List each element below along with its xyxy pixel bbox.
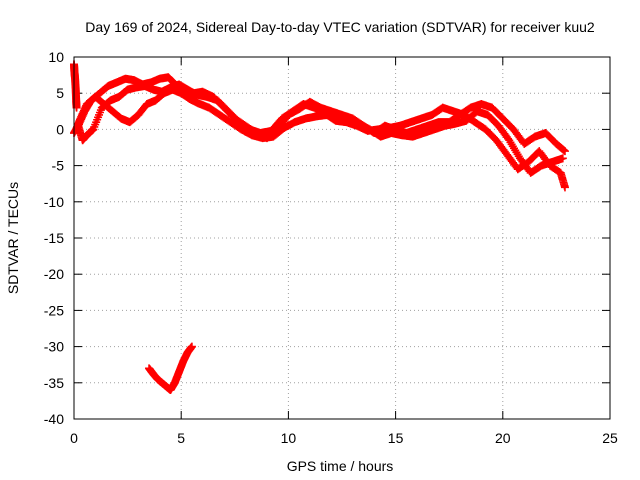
y-tick-label: -10 (44, 194, 64, 210)
data-point (187, 342, 196, 351)
y-tick-label: 0 (56, 121, 64, 137)
y-tick-label: -15 (44, 230, 64, 246)
y-tick-label: -40 (44, 411, 64, 427)
x-tick-label: 15 (388, 430, 404, 446)
chart-title: Day 169 of 2024, Sidereal Day-to-day VTE… (85, 19, 595, 35)
x-tick-label: 10 (281, 430, 297, 446)
series-outlier-segment (145, 342, 196, 395)
y-tick-label: -30 (44, 339, 64, 355)
x-tick-label: 5 (177, 430, 185, 446)
x-tick-label: 20 (495, 430, 511, 446)
series-band-c (74, 80, 569, 192)
data-point (560, 147, 569, 156)
y-tick-label: 10 (48, 49, 64, 65)
data-point (558, 154, 567, 163)
plot-frame (73, 56, 611, 420)
series-spike-start (70, 60, 81, 112)
data-point (560, 183, 569, 192)
y-tick-label: -35 (44, 375, 64, 391)
data-points (70, 60, 569, 395)
y-tick-label: -20 (44, 266, 64, 282)
y-tick-label: -25 (44, 302, 64, 318)
x-tick-label: 0 (70, 430, 78, 446)
series-band-b (72, 85, 567, 177)
x-tick-label: 25 (602, 430, 618, 446)
data-point (560, 146, 569, 155)
x-axis-label: GPS time / hours (287, 458, 394, 474)
y-tick-label: -5 (52, 158, 65, 174)
y-tick-label: 5 (56, 85, 64, 101)
y-axis-label: SDTVAR / TECUs (5, 182, 21, 294)
